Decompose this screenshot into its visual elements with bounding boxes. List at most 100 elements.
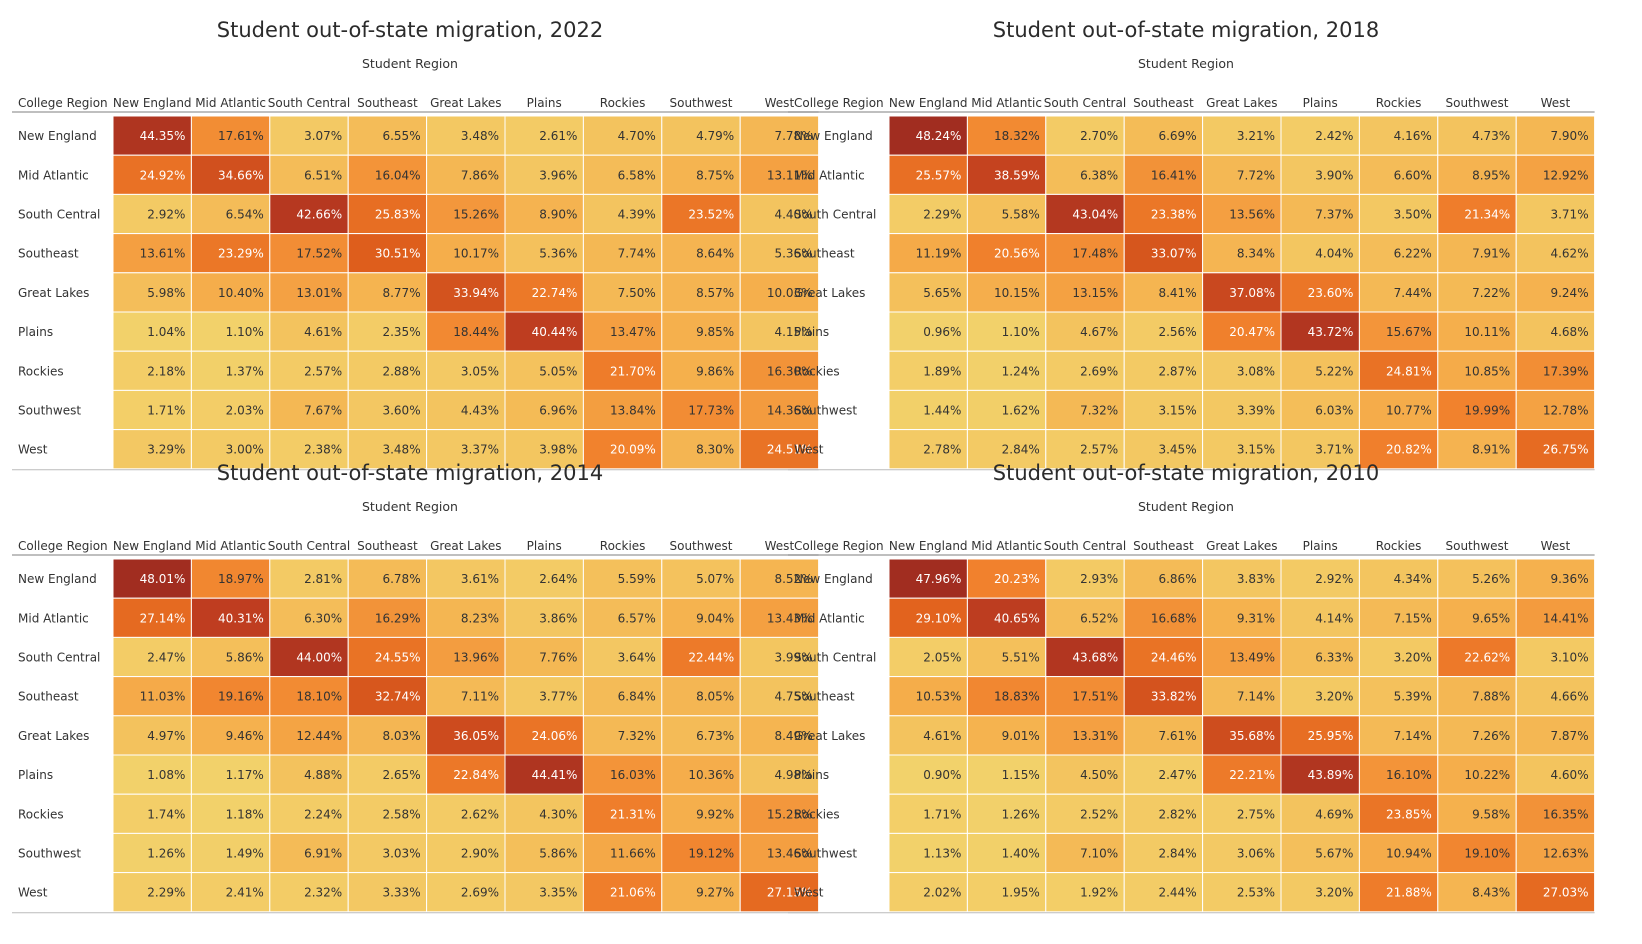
heatmap-cell [1358,558,1439,599]
cell-value-label: 7.14% [1237,690,1275,704]
cell-value-label: 24.06% [532,729,578,743]
heatmap-cell [1515,676,1596,717]
heatmap-cell [1358,389,1439,431]
heatmap-cell [966,350,1047,391]
cell-value-label: 8.23% [461,611,499,625]
cell-value-label: 2.35% [382,325,420,339]
heatmap-cell [1515,793,1596,834]
cell-value-label: 20.47% [1229,325,1275,339]
heatmap-panel-2014: Student out-of-state migration, 2014 Stu… [0,443,820,915]
cell-value-label: 6.96% [539,404,577,418]
heatmap-cell [112,715,192,756]
cell-value-label: 10.77% [1386,404,1432,418]
heatmap-cell [582,832,663,874]
column-header: Plains [1303,96,1338,110]
heatmap-cell [269,193,349,235]
heatmap-cell [888,597,968,638]
cell-value-label: 8.75% [696,168,734,182]
cell-value-label: 9.58% [1472,807,1510,821]
heatmap-cell [1202,676,1282,717]
heatmap-cell [1123,754,1204,795]
row-label: South Central [18,208,100,222]
heatmap-cell [888,193,968,235]
cell-value-label: 7.67% [304,404,342,418]
cell-value-label: 2.56% [1158,325,1196,339]
cell-value-label: 10.11% [1464,325,1510,339]
row-label: West [18,443,48,457]
cell-value-label: 20.82% [1386,443,1432,457]
cell-value-label: 10.85% [1464,364,1510,378]
heatmap-cell [1280,350,1360,391]
heatmap-cell [582,429,663,470]
cell-value-label: 9.36% [1550,572,1588,586]
heatmap-cell [269,872,349,913]
heatmap-cell [112,832,192,874]
column-header: Southeast [1133,539,1194,553]
heatmap-cell [1437,597,1517,638]
cell-value-label: 21.70% [610,364,656,378]
cell-value-label: 7.44% [1394,286,1432,300]
heatmap-cell [661,793,741,834]
column-header: Great Lakes [1206,539,1277,553]
cell-value-label: 2.92% [147,208,185,222]
cell-value-label: 6.78% [382,572,420,586]
heatmap-chart: College Region New England Mid Atlantic Sou… [12,96,820,471]
cell-value-label: 1.26% [1002,807,1040,821]
cell-value-label: 3.50% [1394,208,1432,222]
cell-value-label: 17.52% [296,247,342,261]
cell-value-label: 25.95% [1308,729,1354,743]
cell-value-label: 20.56% [994,247,1040,261]
row-label: Great Lakes [794,286,865,300]
cell-value-label: 17.48% [1072,247,1118,261]
cell-value-label: 25.57% [916,168,962,182]
heatmap-cell [426,233,506,274]
cell-value-label: 21.06% [610,886,656,900]
cell-value-label: 1.95% [1002,886,1040,900]
cell-value-label: 1.04% [147,325,185,339]
cell-value-label: 16.10% [1386,768,1432,782]
heatmap-cell [1280,636,1360,678]
cell-value-label: 8.57% [696,286,734,300]
cell-value-label: 2.32% [304,886,342,900]
heatmap-cell [661,429,741,470]
cell-value-label: 7.76% [539,651,577,665]
heatmap-cell [190,715,271,756]
cell-value-label: 3.33% [382,886,420,900]
cell-value-label: 16.03% [610,768,656,782]
cell-value-label: 7.74% [618,247,656,261]
cell-value-label: 3.03% [382,847,420,861]
row-label: Plains [794,325,829,339]
x-axis-title: Student Region [1138,56,1234,71]
cell-value-label: 1.15% [1002,768,1040,782]
cell-value-label: 3.48% [382,443,420,457]
cell-value-label: 1.49% [226,847,264,861]
heatmap-cell [661,597,741,638]
heatmap-cell [112,676,192,717]
cell-value-label: 2.24% [304,807,342,821]
row-label: Southeast [794,690,855,704]
column-header: Great Lakes [430,96,501,110]
cell-value-label: 0.96% [923,325,961,339]
heatmap-cell [1045,429,1125,470]
column-header: New England [113,539,192,553]
heatmap-cell [1515,754,1596,795]
cell-value-label: 32.74% [375,690,421,704]
cell-value-label: 9.01% [1002,729,1040,743]
heatmap-cell [661,154,741,195]
column-header: Southeast [357,96,418,110]
heatmap-cell [739,597,820,638]
heatmap-panel-2018: Student out-of-state migration, 2018 Stu… [776,0,1596,472]
cell-value-label: 48.24% [916,129,962,143]
heatmap-cell [347,233,428,274]
heatmap-cell [1515,636,1596,678]
cell-value-label: 13.49% [1229,651,1275,665]
cell-value-label: 7.32% [618,729,656,743]
cell-value-label: 11.19% [916,247,962,261]
cell-value-label: 3.60% [382,404,420,418]
cell-value-label: 5.59% [618,572,656,586]
heatmap-cell [1358,872,1439,913]
cell-value-label: 11.03% [140,690,186,704]
cell-value-label: 48.01% [140,572,186,586]
heatmap-cell [1045,389,1125,431]
heatmap-cell [1280,558,1360,599]
